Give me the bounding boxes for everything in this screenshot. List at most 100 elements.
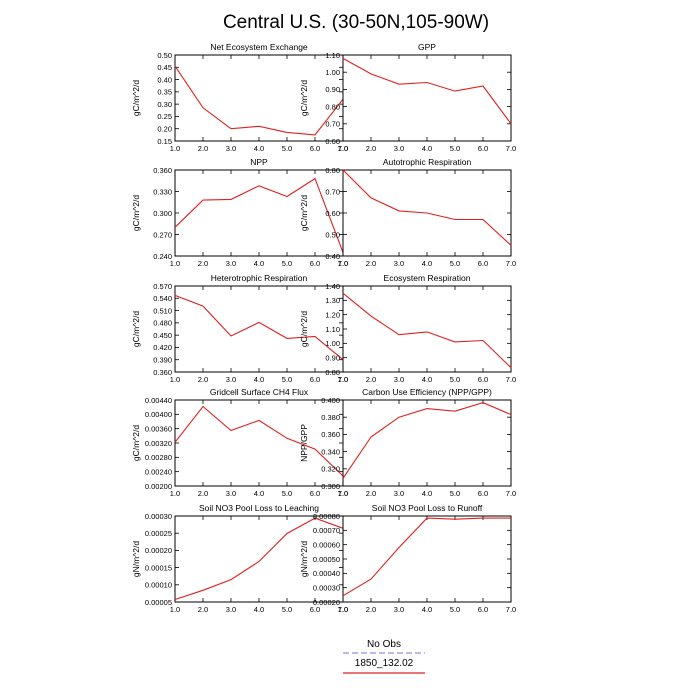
y-tick-label: 0.00200 <box>145 482 172 491</box>
x-tick-label: 3.0 <box>226 605 236 614</box>
y-axis-label: gC/m^2/d <box>131 195 141 231</box>
series-line <box>174 517 344 601</box>
x-tick-label: 3.0 <box>226 489 236 498</box>
x-tick-label: 7.0 <box>506 144 516 153</box>
y-tick-label: 0.00010 <box>145 581 172 590</box>
y-tick-label: 0.300 <box>153 209 172 218</box>
y-tick-label: 0.50 <box>157 51 172 60</box>
x-tick-label: 5.0 <box>282 605 292 614</box>
y-axis-label: gC/m^2/d <box>131 425 141 461</box>
x-tick-label: 1.0 <box>170 375 180 384</box>
x-tick-label: 6.0 <box>478 259 488 268</box>
y-tick-label: 0.340 <box>321 447 340 456</box>
y-tick-label: 0.80 <box>325 166 340 175</box>
x-tick-label: 4.0 <box>422 489 432 498</box>
series-line <box>342 292 512 369</box>
panel-title: Soil NO3 Pool Loss to Leaching <box>199 503 319 513</box>
plot-frame <box>342 399 512 487</box>
x-tick-label: 5.0 <box>282 144 292 153</box>
x-tick-label: 5.0 <box>282 375 292 384</box>
x-tick-label: 2.0 <box>198 375 208 384</box>
series-line <box>342 517 511 597</box>
panel-title: Soil NO3 Pool Loss to Runoff <box>372 503 483 513</box>
y-tick-label: 0.570 <box>153 282 172 291</box>
x-tick-label: 5.0 <box>282 489 292 498</box>
y-tick-label: 0.60 <box>325 209 340 218</box>
x-tick-label: 2.0 <box>366 605 376 614</box>
x-tick-label: 6.0 <box>478 144 488 153</box>
y-tick-label: 0.15 <box>157 137 172 146</box>
x-tick-label: 2.0 <box>198 144 208 153</box>
x-tick-label: 4.0 <box>254 489 264 498</box>
x-tick-label: 1.0 <box>338 605 348 614</box>
y-tick-label: 1.10 <box>325 325 340 334</box>
series-line <box>342 402 512 479</box>
x-tick-label: 7.0 <box>506 259 516 268</box>
y-tick-label: 0.390 <box>153 356 172 365</box>
chart-panel: NPP gC/m^2/d 1.0 2.0 3.0 4.0 5.0 6.0 7.0 0.240 0.2… <box>131 157 348 268</box>
series-line <box>174 405 344 477</box>
y-tick-label: 0.00005 <box>145 598 172 607</box>
panel-title: Heterotrophic Respiration <box>211 273 308 283</box>
panel-title: Gridcell Surface CH4 Flux <box>210 387 309 397</box>
plot-frame <box>342 515 512 603</box>
x-tick-label: 2.0 <box>366 489 376 498</box>
y-tick-label: 0.00020 <box>313 598 340 607</box>
chart-panel: Carbon Use Efficiency (NPP/GPP) NPP/GPP 1.… <box>299 387 516 498</box>
y-tick-label: 1.00 <box>325 339 340 348</box>
x-tick-label: 6.0 <box>478 489 488 498</box>
x-tick-label: 6.0 <box>478 605 488 614</box>
y-tick-label: 0.360 <box>153 166 172 175</box>
y-tick-label: 0.20 <box>157 125 172 134</box>
y-tick-label: 0.330 <box>153 187 172 196</box>
y-tick-label: 0.380 <box>321 413 340 422</box>
x-tick-label: 5.0 <box>282 259 292 268</box>
y-tick-label: 0.270 <box>153 230 172 239</box>
y-tick-label: 0.00020 <box>145 546 172 555</box>
x-tick-label: 7.0 <box>506 605 516 614</box>
legend-label-run: 1850_132.02 <box>355 658 414 669</box>
chart-panel: Gridcell Surface CH4 Flux gC/m^2/d 1.0 2.0 3… <box>131 387 348 498</box>
series-line <box>174 294 344 361</box>
y-tick-label: 0.00025 <box>145 529 172 538</box>
y-tick-label: 0.240 <box>153 252 172 261</box>
x-tick-label: 4.0 <box>422 144 432 153</box>
panel-title: Net Ecosystem Exchange <box>210 42 308 52</box>
y-axis-label: gC/m^2/d <box>299 80 309 116</box>
x-tick-label: 2.0 <box>366 375 376 384</box>
y-tick-label: 1.10 <box>325 51 340 60</box>
y-tick-label: 0.40 <box>157 75 172 84</box>
plot-frame <box>174 54 344 142</box>
y-tick-label: 0.00050 <box>313 555 340 564</box>
y-tick-label: 0.90 <box>325 353 340 362</box>
y-tick-label: 0.00030 <box>313 583 340 592</box>
plot-frame <box>174 169 344 257</box>
series-line <box>174 65 344 136</box>
y-tick-label: 0.45 <box>157 63 172 72</box>
x-tick-label: 3.0 <box>394 259 404 268</box>
x-tick-label: 1.0 <box>170 489 180 498</box>
y-tick-label: 0.00070 <box>313 526 340 535</box>
y-tick-label: 0.35 <box>157 88 172 97</box>
x-tick-label: 5.0 <box>450 489 460 498</box>
y-tick-label: 0.00040 <box>313 569 340 578</box>
x-tick-label: 3.0 <box>226 144 236 153</box>
x-tick-label: 2.0 <box>198 605 208 614</box>
y-tick-label: 0.00400 <box>145 410 172 419</box>
panel-grid: Net Ecosystem Exchange gC/m^2/d 1.0 2.0 3.0 4… <box>131 42 516 614</box>
y-tick-label: 0.480 <box>153 319 172 328</box>
plot-frame <box>342 285 512 373</box>
y-tick-label: 0.70 <box>325 187 340 196</box>
x-tick-label: 5.0 <box>450 144 460 153</box>
y-axis-label: gC/m^2/d <box>131 80 141 116</box>
y-tick-label: 0.80 <box>325 102 340 111</box>
x-tick-label: 7.0 <box>506 375 516 384</box>
chart-panel: Soil NO3 Pool Loss to Runoff gN/m^2/d 1.0 2… <box>299 503 516 614</box>
x-tick-label: 7.0 <box>338 259 348 268</box>
x-tick-label: 2.0 <box>198 259 208 268</box>
x-tick-label: 7.0 <box>338 375 348 384</box>
x-tick-label: 6.0 <box>310 375 320 384</box>
x-tick-label: 4.0 <box>422 259 432 268</box>
